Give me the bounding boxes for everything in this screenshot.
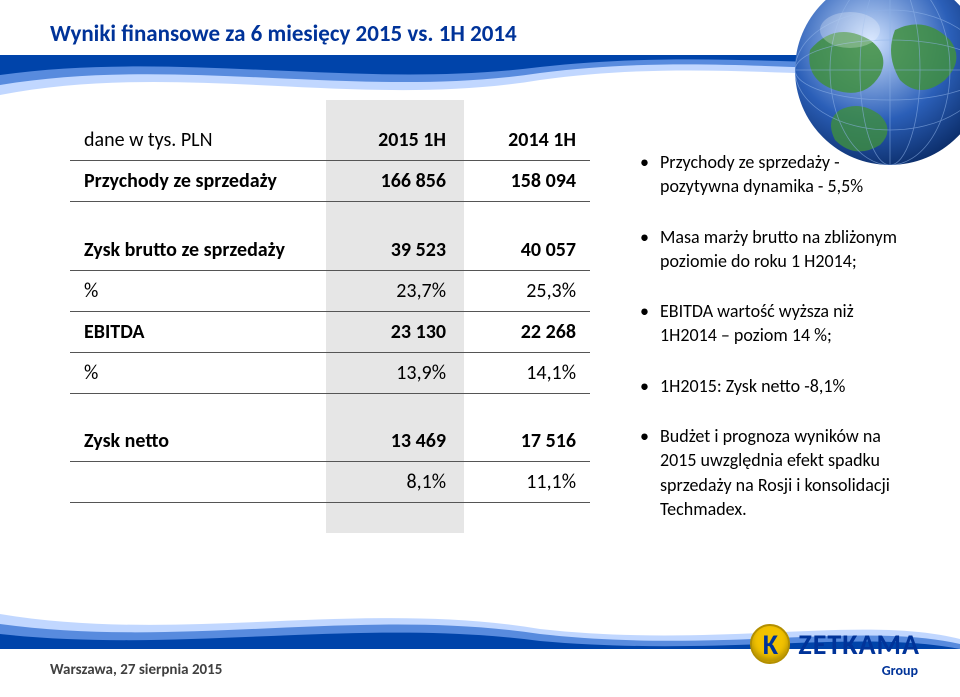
table-cell: 17 516 (460, 421, 590, 462)
table-row-label: Przychody ze sprzedaży (70, 161, 330, 202)
table-cell: 8,1% (330, 462, 460, 503)
slide: Wyniki finansowe za 6 miesięcy 2015 vs. … (0, 0, 960, 697)
bullet-list: Przychody ze sprzedaży - pozytywna dynam… (640, 120, 900, 547)
financial-table: dane w tys. PLN2015 1H2014 1H Przychody z… (70, 120, 590, 547)
logo: K ZETKAMA Group (750, 624, 920, 679)
content-area: dane w tys. PLN2015 1H2014 1H Przychody z… (70, 120, 900, 547)
table-cell: 166 856 (330, 161, 460, 202)
table-row-label: EBITDA (70, 311, 330, 352)
table-col-header: 2015 1H (330, 120, 460, 161)
table-cell: 39 523 (330, 230, 460, 271)
page-title: Wyniki finansowe za 6 miesięcy 2015 vs. … (50, 20, 517, 48)
table-cell: 23,7% (330, 270, 460, 311)
table-cell: 13 469 (330, 421, 460, 462)
table-cell: 11,1% (460, 462, 590, 503)
logo-subtitle: Group (882, 662, 918, 679)
table-cell: 13,9% (330, 352, 460, 393)
table-cell: 40 057 (460, 230, 590, 271)
table-cell: 23 130 (330, 311, 460, 352)
table-row-label: Zysk netto (70, 421, 330, 462)
table-row-label: % (70, 270, 330, 311)
table-cell: 25,3% (460, 270, 590, 311)
table-row-label: Zysk brutto ze sprzedaży (70, 230, 330, 271)
logo-k-icon: K (750, 624, 790, 664)
footer-date: Warszawa, 27 sierpnia 2015 (50, 661, 222, 679)
table-col-header: 2014 1H (460, 120, 590, 161)
table-row-label: % (70, 352, 330, 393)
logo-text: ZETKAMA (798, 627, 920, 662)
bullet-item: EBITDA wartość wyższa niż 1H2014 – pozio… (640, 299, 900, 348)
table-row-label (70, 462, 330, 503)
table-cell: 22 268 (460, 311, 590, 352)
table-header-label: dane w tys. PLN (70, 120, 330, 161)
table-cell: 14,1% (460, 352, 590, 393)
bullet-item: Masa marży brutto na zbliżonym poziomie … (640, 225, 900, 274)
bullet-item: Budżet i prognoza wyników na 2015 uwzglę… (640, 424, 900, 521)
bullet-item: 1H2015: Zysk netto -8,1% (640, 374, 900, 398)
table-cell: 158 094 (460, 161, 590, 202)
bullet-item: Przychody ze sprzedaży - pozytywna dynam… (640, 150, 900, 199)
